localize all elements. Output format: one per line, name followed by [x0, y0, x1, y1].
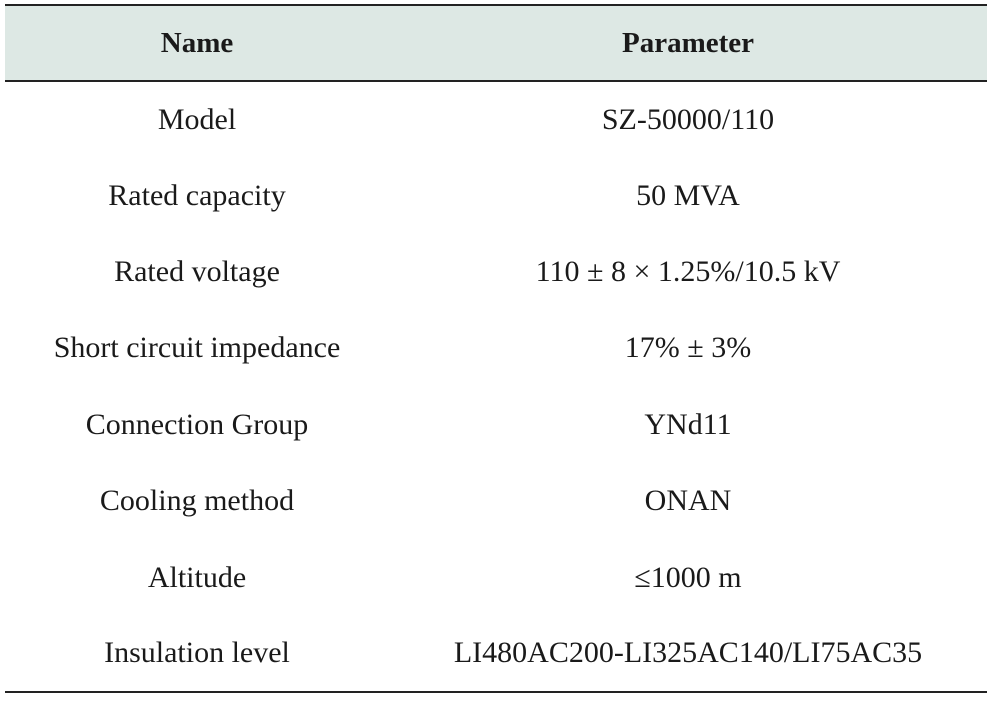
row-name: Model: [157, 102, 237, 136]
table-row: Cooling method ONAN: [5, 463, 987, 539]
row-name: Altitude: [147, 560, 247, 594]
row-value: 17% ± 3%: [624, 331, 752, 365]
row-value: LI480AC200-LI325AC140/LI75AC35: [389, 615, 987, 694]
table-row: Altitude ≤1000 m: [5, 539, 987, 615]
table-row: Insulation level LI480AC200-LI325AC140/L…: [5, 615, 987, 694]
row-name: Insulation level: [5, 615, 389, 694]
row-value: 50 MVA: [636, 178, 740, 212]
row-value: YNd11: [644, 407, 732, 441]
row-name: Rated capacity: [108, 178, 286, 212]
header-row: Name Parameter: [5, 4, 987, 82]
table-row: Rated voltage 110 ± 8 × 1.25%/10.5 kV: [5, 234, 987, 310]
row-name: Cooling method: [99, 484, 295, 518]
header-name: Name: [5, 4, 389, 82]
row-value: 110 ± 8 × 1.25%/10.5 kV: [535, 254, 841, 288]
table-row: Connection Group YNd11: [5, 387, 987, 463]
row-value: ≤1000 m: [634, 560, 742, 594]
table-row: Model SZ-50000/110: [5, 81, 987, 157]
table-row: Short circuit impedance 17% ± 3%: [5, 310, 987, 386]
table-header: Name Parameter: [5, 4, 987, 82]
row-name: Connection Group: [85, 407, 309, 441]
row-name: Rated voltage: [114, 254, 280, 288]
header-parameter: Parameter: [389, 4, 987, 82]
table-body: Model SZ-50000/110 Rated capacity 50 MVA…: [5, 81, 987, 694]
row-value: SZ-50000/110: [601, 102, 775, 136]
row-value: ONAN: [644, 484, 732, 518]
transformer-parameter-table: Name Parameter Model SZ-50000/110 Rated …: [5, 4, 987, 694]
row-name: Short circuit impedance: [53, 331, 341, 365]
table-row: Rated capacity 50 MVA: [5, 157, 987, 233]
